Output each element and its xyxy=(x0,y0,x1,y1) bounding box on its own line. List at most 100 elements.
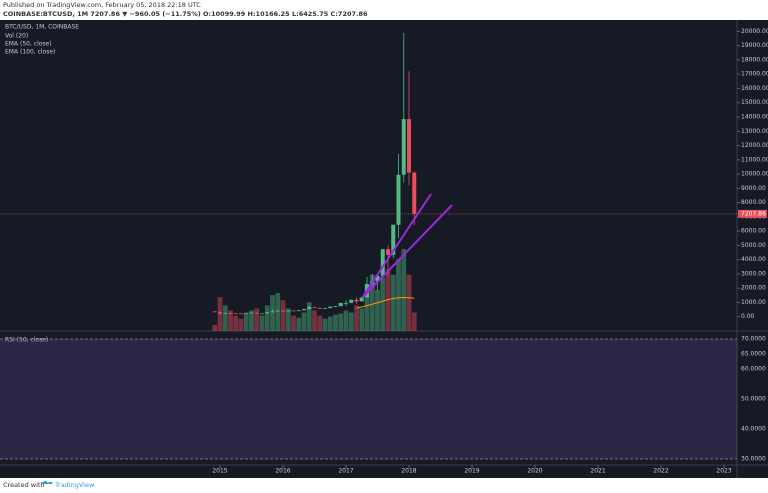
y-tick-label: 0.00 xyxy=(741,313,755,320)
chart-title: BTC/USD, 1M, COINBASE xyxy=(5,24,79,31)
rsi-tick-label: 65.0000 xyxy=(741,351,766,358)
volume-bar xyxy=(327,316,333,331)
x-tick-label: 2022 xyxy=(653,468,668,475)
y-tick-label: 11000.00 xyxy=(741,156,768,163)
volume-bar xyxy=(270,295,275,331)
volume-bar xyxy=(249,310,254,331)
x-tick-label: 2020 xyxy=(527,468,542,475)
candle-body xyxy=(323,308,328,309)
rsi-tick-label: 40.0000 xyxy=(741,426,766,433)
volume-bar xyxy=(406,274,412,331)
footer-brand: TradingView xyxy=(54,481,95,489)
candle-body xyxy=(218,312,223,314)
volume-bar xyxy=(222,305,228,331)
volume-bar xyxy=(306,302,312,331)
candle-body xyxy=(401,119,406,175)
candle-body xyxy=(386,249,391,255)
y-tick-label: 4000.00 xyxy=(741,256,766,263)
volume-bar xyxy=(301,312,307,331)
y-tick-label: 14000.00 xyxy=(741,114,768,121)
rsi-tick-label: 70.0000 xyxy=(741,336,766,343)
candle-body xyxy=(317,307,322,309)
volume-bar xyxy=(317,315,323,331)
x-tick-label: 2018 xyxy=(401,468,416,475)
volume-bar xyxy=(296,317,302,331)
y-tick-label: 2000.00 xyxy=(741,285,766,292)
y-tick-label: 3000.00 xyxy=(741,270,766,277)
candle-body xyxy=(281,310,286,312)
footer-bg xyxy=(0,478,768,493)
rsi-tick-label: 30.0000 xyxy=(741,456,766,463)
candle-body xyxy=(391,224,396,255)
candle-body xyxy=(396,174,401,225)
volume-bar xyxy=(385,269,391,331)
candle-body xyxy=(228,313,233,314)
volume-bar xyxy=(359,308,365,331)
candle-body xyxy=(307,307,312,310)
volume-bar xyxy=(411,312,417,331)
candle-body xyxy=(249,312,254,314)
volume-bar xyxy=(212,324,218,331)
y-tick-label: 18000.00 xyxy=(741,56,768,63)
last-price-box xyxy=(738,209,767,218)
y-tick-label: 17000.00 xyxy=(741,71,768,78)
rsi-band xyxy=(0,339,737,459)
trend-line xyxy=(361,193,432,299)
trend-line xyxy=(361,204,453,299)
y-tick-label: 16000.00 xyxy=(741,85,768,92)
candle-body xyxy=(265,312,270,314)
x-tick-label: 2015 xyxy=(212,468,227,475)
volume-bar xyxy=(280,300,286,331)
candle-body xyxy=(407,119,412,173)
candle-body xyxy=(233,313,238,315)
candle-body xyxy=(328,306,333,309)
candle-body xyxy=(333,306,338,307)
ema-line xyxy=(356,296,415,309)
candle-body xyxy=(375,275,380,282)
x-tick-label: 2021 xyxy=(590,468,605,475)
candle-body xyxy=(212,311,217,313)
y-tick-label: 8000.00 xyxy=(741,199,766,206)
legend-entry: Vol (20) xyxy=(5,33,28,40)
volume-bar xyxy=(312,310,317,331)
y-tick-label: 15000.00 xyxy=(741,99,768,106)
volume-bar xyxy=(354,305,359,331)
volume-bar xyxy=(322,318,328,331)
header-bg xyxy=(0,0,768,20)
candle-body xyxy=(254,312,259,314)
logo xyxy=(42,481,53,484)
x-tick-label: 2017 xyxy=(338,468,353,475)
volume-bar xyxy=(254,308,260,331)
candle-body xyxy=(291,310,296,312)
candle-body xyxy=(286,310,291,312)
candle-body xyxy=(270,311,275,313)
marks: 30.0000 40.0000 50.0000 60.0000 65.0000 70.00… xyxy=(0,28,768,475)
x-tick-label: 2016 xyxy=(275,468,290,475)
rsi-label: RSI (50, close) xyxy=(5,337,48,344)
x-tick-label: 2019 xyxy=(464,468,479,475)
candle-body xyxy=(223,313,228,314)
candle-body xyxy=(359,297,364,302)
x-tick-label: 2023 xyxy=(716,468,731,475)
y-tick-label: 13000.00 xyxy=(741,128,768,135)
volume-bar xyxy=(333,314,338,331)
y-tick-label: 20000.00 xyxy=(741,28,768,35)
volume-bar xyxy=(338,313,344,331)
volume-bar xyxy=(275,293,281,331)
volume-bar xyxy=(243,312,249,331)
rsi-tick-label: 50.0000 xyxy=(741,396,766,403)
y-tick-label: 10000.00 xyxy=(741,171,768,178)
volume-bar xyxy=(380,277,386,331)
y-tick-label: 6000.00 xyxy=(741,228,766,235)
candle-body xyxy=(260,313,265,315)
legend-entry: EMA (100, close) xyxy=(5,49,55,56)
chart-bg xyxy=(0,20,768,478)
volume-bar xyxy=(291,315,296,331)
volume-bar xyxy=(233,315,239,331)
y-tick-label: 12000.00 xyxy=(741,142,768,149)
volume-bar xyxy=(401,249,407,331)
last-price-label: 7207.86 xyxy=(741,210,766,217)
volume-bar xyxy=(369,274,375,331)
y-tick-label: 5000.00 xyxy=(741,242,766,249)
